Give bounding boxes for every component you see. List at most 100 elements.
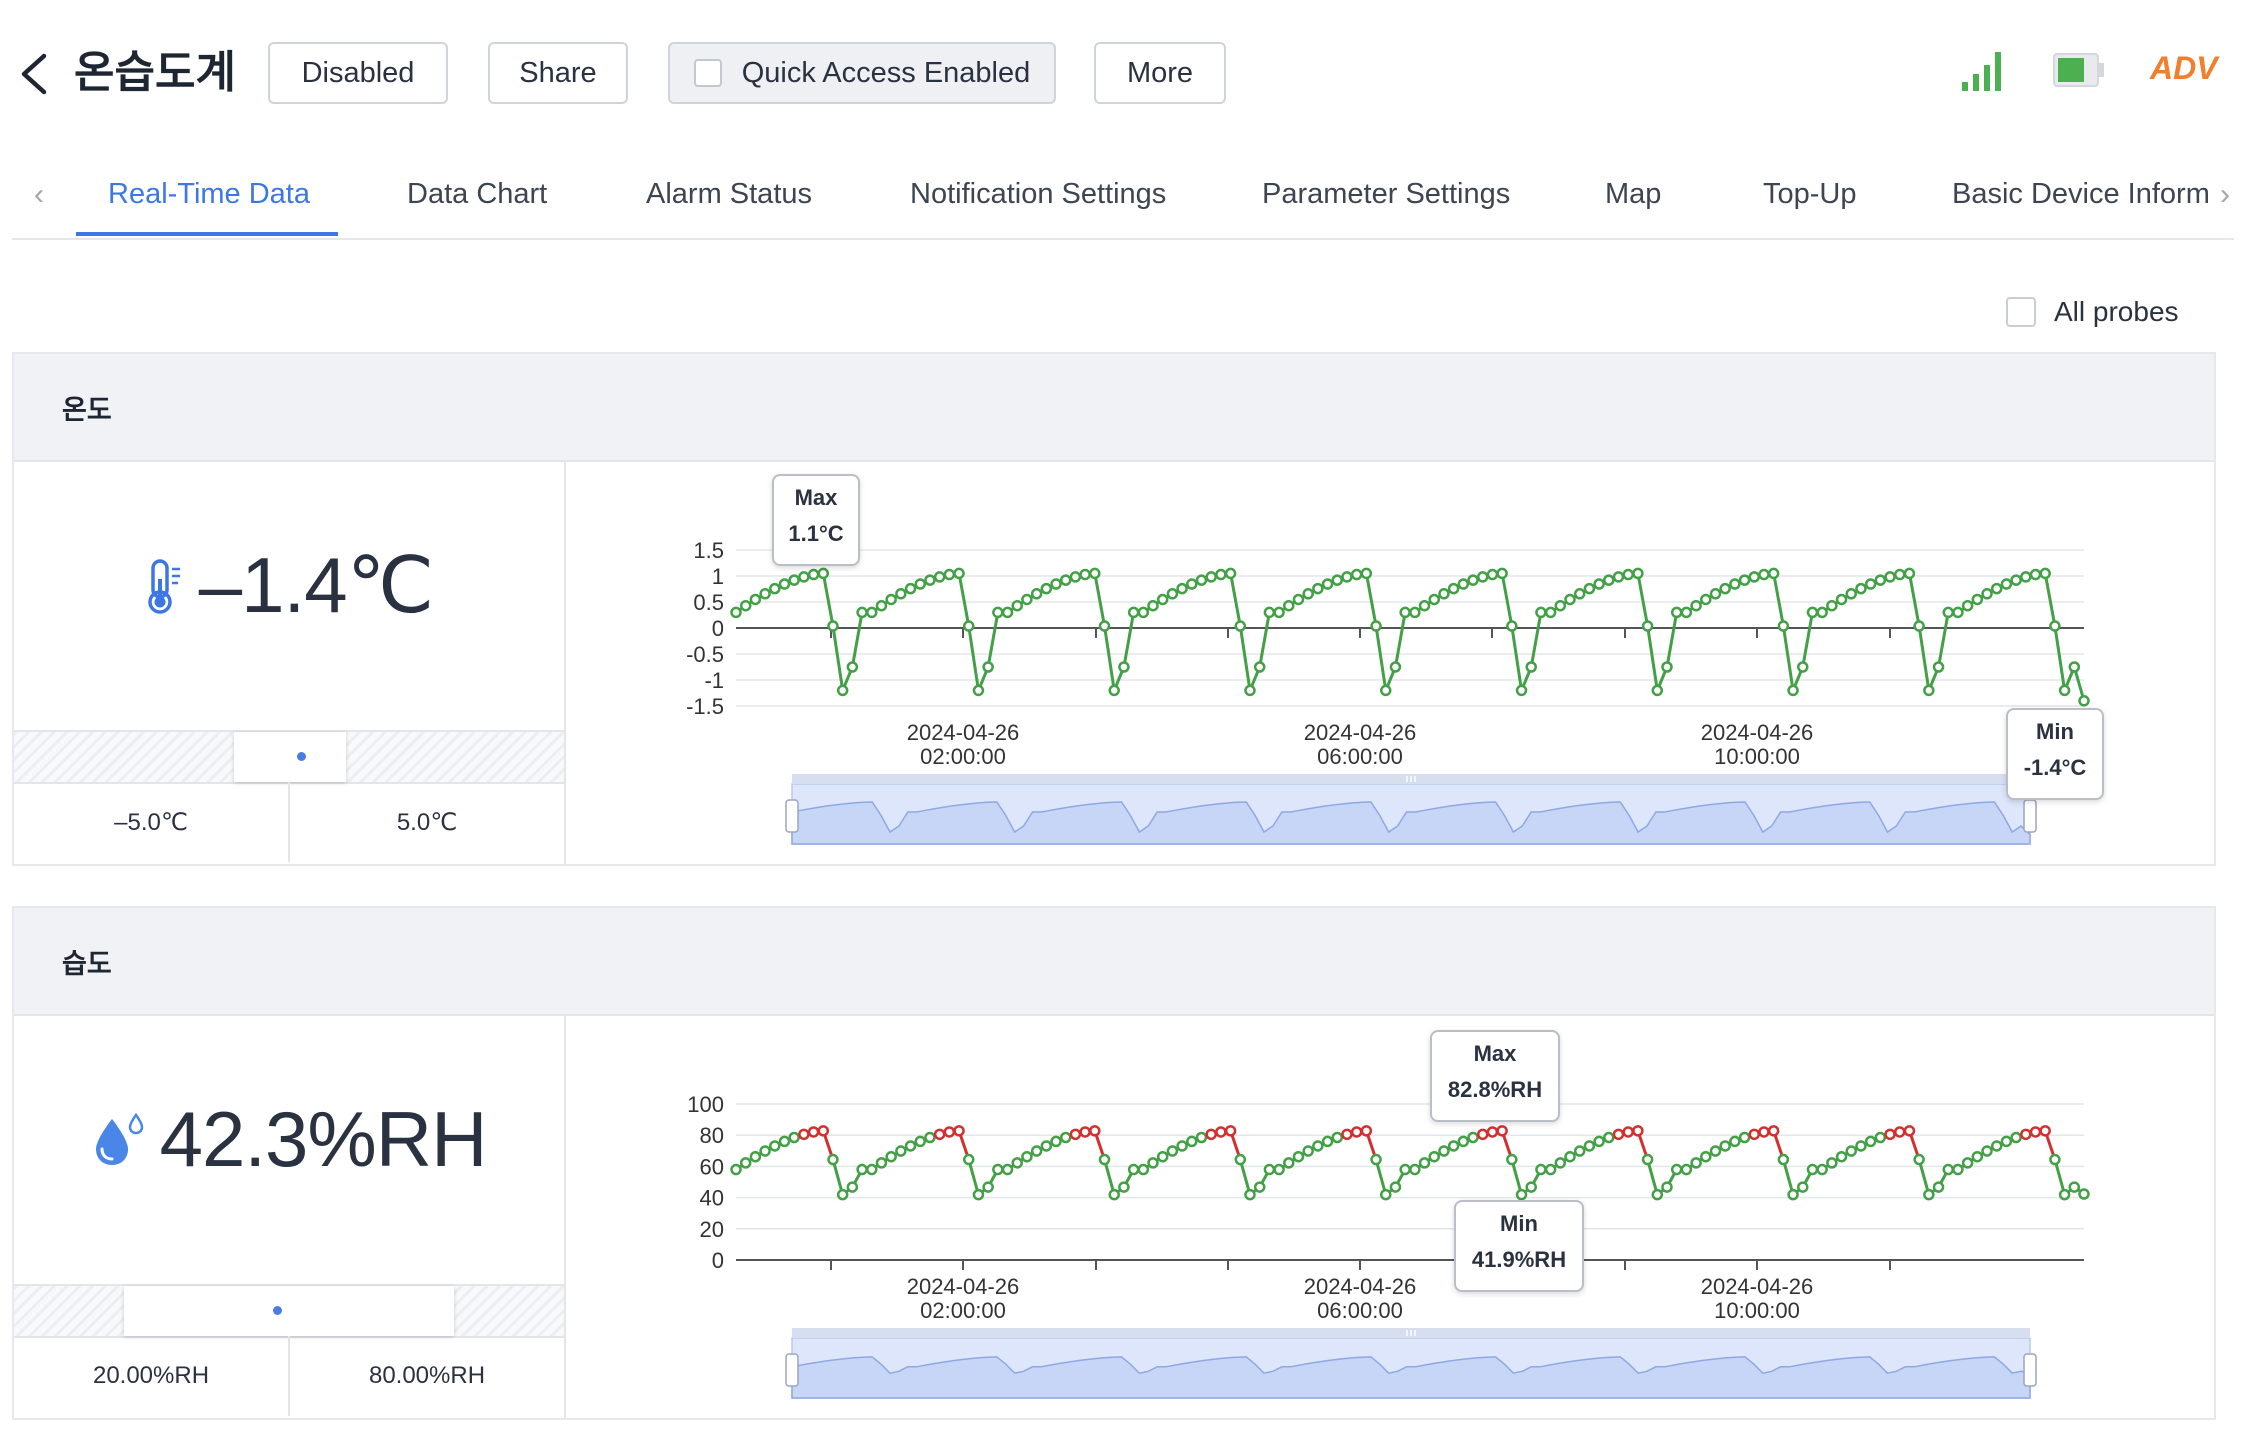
y-tick-label: -0.5 bbox=[686, 642, 724, 667]
data-point bbox=[1283, 1157, 1295, 1169]
tab-alarm-status[interactable]: Alarm Status bbox=[646, 178, 812, 210]
data-point bbox=[1564, 1150, 1576, 1163]
data-point bbox=[1001, 1163, 1014, 1176]
data-point bbox=[1835, 593, 1848, 606]
water-drop-icon bbox=[95, 1112, 143, 1165]
temperature-chart[interactable]: 1.510.50-0.5-1-1.52024-04-2602:00:002024… bbox=[566, 460, 2214, 864]
tab-scroll-right-icon[interactable]: › bbox=[2220, 178, 2230, 211]
data-point bbox=[1700, 1150, 1712, 1163]
tab-parameter-settings[interactable]: Parameter Settings bbox=[1262, 178, 1511, 210]
x-tick-label: 10:00:00 bbox=[1714, 1298, 1800, 1323]
data-point bbox=[1952, 606, 1964, 619]
data-point bbox=[1719, 582, 1731, 595]
data-point bbox=[875, 599, 888, 612]
data-point bbox=[1729, 578, 1741, 590]
tab-notification-settings[interactable]: Notification Settings bbox=[910, 178, 1167, 210]
zoom-slider-left-handle bbox=[785, 1353, 799, 1387]
data-point bbox=[943, 568, 956, 581]
x-tick-label: 02:00:00 bbox=[920, 744, 1006, 769]
data-point bbox=[1826, 1157, 1838, 1169]
quick-access-toggle[interactable]: Quick Access Enabled bbox=[668, 42, 1056, 104]
data-point bbox=[875, 1157, 888, 1169]
data-point bbox=[778, 1135, 791, 1148]
data-point bbox=[1932, 661, 1945, 673]
mode-badge: ADV bbox=[2150, 50, 2218, 86]
tab-map[interactable]: Map bbox=[1605, 178, 1662, 210]
data-point bbox=[1089, 1125, 1101, 1137]
data-point bbox=[1147, 599, 1159, 612]
data-point bbox=[1738, 574, 1751, 586]
back-arrow-icon[interactable] bbox=[14, 46, 58, 102]
data-point bbox=[1835, 1150, 1848, 1163]
x-tick-label: 2024-04-26 bbox=[1304, 720, 1417, 745]
data-point bbox=[1011, 599, 1023, 612]
tab-top-up[interactable]: Top-Up bbox=[1763, 178, 1857, 210]
x-tick-label: 06:00:00 bbox=[1317, 744, 1403, 769]
data-point bbox=[1651, 684, 1664, 697]
data-point bbox=[846, 1181, 859, 1193]
data-point bbox=[1108, 1188, 1120, 1201]
data-point bbox=[836, 684, 849, 697]
humidity-min-callout: Min 41.9%RH bbox=[1454, 1200, 1584, 1292]
humidity-range-dot bbox=[273, 1306, 282, 1315]
y-tick-label: 1.5 bbox=[693, 538, 724, 563]
data-point bbox=[1428, 593, 1440, 606]
data-point bbox=[1525, 1181, 1537, 1193]
data-point bbox=[1990, 582, 2003, 595]
data-point bbox=[1942, 1163, 1954, 1176]
data-point bbox=[2068, 661, 2081, 673]
tab-bar: ‹ Real-Time Data Data Chart Alarm Status… bbox=[12, 160, 2234, 240]
data-point bbox=[798, 571, 810, 583]
humidity-max-callout: Max 82.8%RH bbox=[1430, 1030, 1560, 1122]
all-probes-checkbox[interactable] bbox=[2006, 297, 2036, 327]
more-button[interactable]: More bbox=[1094, 42, 1226, 104]
quick-access-checkbox[interactable] bbox=[693, 59, 722, 87]
share-button[interactable]: Share bbox=[488, 42, 628, 104]
data-point bbox=[759, 588, 771, 600]
series-line-segment bbox=[831, 625, 845, 691]
data-point bbox=[817, 567, 830, 580]
data-point bbox=[1923, 684, 1935, 697]
data-point bbox=[1418, 599, 1431, 612]
all-probes-toggle[interactable]: All probes bbox=[2006, 292, 2179, 332]
data-point bbox=[1428, 1150, 1440, 1163]
data-point bbox=[1409, 606, 1421, 619]
series-line-segment bbox=[2072, 666, 2086, 702]
data-point bbox=[1680, 606, 1693, 619]
data-point bbox=[1884, 571, 1896, 583]
data-point bbox=[904, 582, 917, 595]
quick-access-label: Quick Access Enabled bbox=[741, 56, 1031, 89]
series-line-segment bbox=[1093, 573, 1106, 627]
x-tick-label: 10:00:00 bbox=[1714, 744, 1800, 769]
data-point bbox=[1224, 1125, 1237, 1137]
data-point bbox=[953, 1125, 965, 1137]
data-point bbox=[836, 1188, 849, 1201]
series-line-segment bbox=[1500, 573, 1514, 627]
disabled-button[interactable]: Disabled bbox=[268, 42, 448, 104]
data-point bbox=[1476, 571, 1489, 583]
data-point bbox=[1321, 1135, 1334, 1148]
data-point bbox=[1797, 661, 1809, 673]
data-point bbox=[1467, 574, 1479, 586]
humidity-max-value: 82.8%RH bbox=[1447, 1077, 1543, 1102]
tab-data-chart[interactable]: Data Chart bbox=[407, 178, 548, 210]
all-probes-label: All probes bbox=[2054, 296, 2179, 327]
humidity-chart[interactable]: 1008060402002024-04-2602:00:002024-04-26… bbox=[566, 1014, 2214, 1418]
tab-scroll-left-icon[interactable]: ‹ bbox=[34, 178, 44, 211]
data-point bbox=[749, 1150, 762, 1163]
x-tick-label: 2024-04-26 bbox=[907, 1274, 1020, 1299]
data-point bbox=[1593, 578, 1605, 590]
data-point bbox=[1758, 1126, 1770, 1138]
data-point bbox=[2039, 567, 2051, 580]
data-point bbox=[1554, 1157, 1567, 1169]
data-point bbox=[856, 1163, 868, 1176]
data-point bbox=[962, 620, 975, 632]
data-point bbox=[1244, 684, 1256, 697]
tab-basic-device-info[interactable]: Basic Device Inform bbox=[1952, 178, 2210, 210]
tab-real-time-data[interactable]: Real-Time Data bbox=[108, 178, 310, 210]
series-line-segment bbox=[1374, 625, 1388, 691]
data-point bbox=[1021, 1150, 1033, 1163]
data-point bbox=[1079, 1126, 1091, 1138]
data-point bbox=[1748, 1128, 1761, 1141]
data-point bbox=[1496, 567, 1508, 580]
